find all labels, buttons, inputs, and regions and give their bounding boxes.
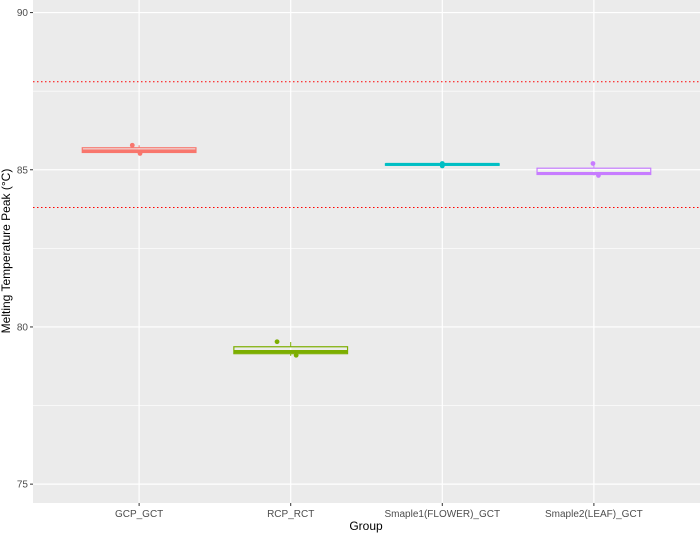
data-point	[590, 161, 596, 166]
y-tick-label: 80	[17, 322, 29, 333]
data-point	[137, 151, 143, 156]
x-axis-title: Group	[349, 519, 383, 533]
y-tick-label: 90	[17, 8, 29, 19]
box-RCP_RCT	[233, 342, 349, 356]
x-axis-ticks: GCP_GCT RCP_RCT Smaple1(FLOWER)_GCT Smaple2…	[115, 503, 643, 520]
gridlines	[33, 0, 700, 503]
y-tick-label: 85	[17, 165, 29, 176]
y-tick-label: 75	[17, 480, 29, 491]
x-tick-label: GCP_GCT	[115, 509, 163, 520]
x-tick-label: Smaple2(LEAF)_GCT	[545, 509, 643, 520]
reference-lines	[33, 81, 700, 209]
y-axis-title: Melting Temperature Peak (°C)	[0, 169, 13, 334]
panel-background	[33, 0, 700, 503]
x-tick-label: RCP_RCT	[267, 509, 314, 520]
data-point	[274, 339, 280, 345]
data-point	[439, 163, 445, 169]
x-tick-label: Smaple1(FLOWER)_GCT	[385, 509, 501, 520]
data-point	[596, 173, 601, 178]
data-point	[129, 142, 135, 148]
data-point	[293, 352, 299, 358]
data-points	[129, 142, 601, 358]
y-axis-ticks: 75 80 85 90	[17, 8, 33, 491]
